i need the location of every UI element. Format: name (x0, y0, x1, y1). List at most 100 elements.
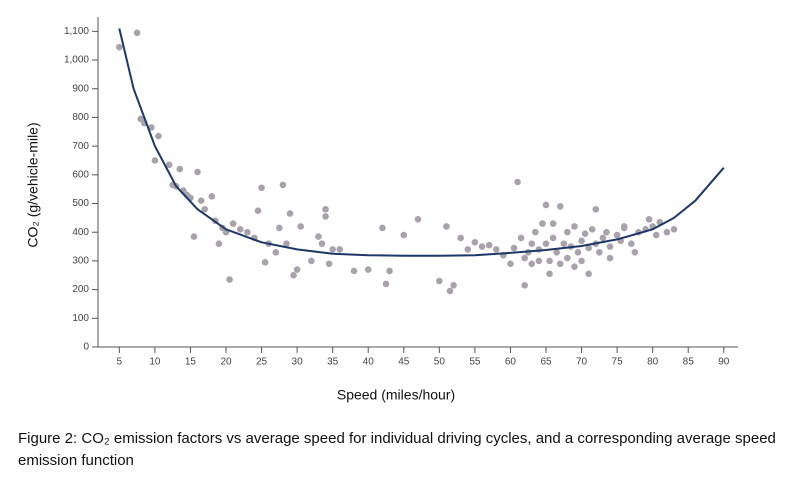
data-point (546, 270, 553, 278)
data-point (578, 237, 585, 245)
data-point (549, 220, 557, 227)
data-point (492, 246, 500, 253)
data-point (606, 243, 614, 250)
data-point (208, 193, 216, 200)
data-point (318, 240, 326, 247)
x-tick-label: 15 (185, 357, 197, 368)
data-point (322, 205, 329, 213)
data-point (553, 249, 560, 256)
data-point (613, 231, 621, 239)
data-point (201, 205, 208, 213)
data-point (457, 234, 464, 242)
data-point (592, 205, 600, 213)
data-point (606, 254, 614, 262)
chart: Speed (miles/hour) CO₂ (g/vehicle-mile) … (25, 17, 738, 403)
x-tick-label: 75 (612, 357, 624, 368)
x-tick-label: 20 (220, 357, 232, 368)
data-point (350, 267, 358, 275)
data-point (549, 234, 557, 242)
data-point (556, 260, 564, 268)
data-point (546, 257, 553, 265)
data-point (564, 254, 571, 262)
data-point (325, 260, 333, 268)
data-point (386, 267, 393, 275)
x-tick-label: 50 (434, 357, 446, 368)
y-tick-label: 200 (72, 284, 89, 295)
data-point (194, 168, 201, 176)
data-point (297, 223, 304, 230)
data-point (663, 228, 671, 236)
data-point (176, 165, 184, 173)
data-point (603, 228, 610, 236)
y-tick-label: 800 (72, 112, 89, 123)
data-point (645, 216, 653, 223)
data-point (414, 216, 422, 223)
data-point (258, 184, 265, 192)
y-tick-label: 900 (72, 83, 89, 94)
data-point (116, 43, 123, 51)
data-point (254, 207, 262, 214)
data-point (308, 257, 315, 265)
data-point (628, 240, 635, 247)
y-axis-title: CO₂ (g/vehicle-mile) (25, 122, 41, 247)
data-point (581, 230, 589, 237)
data-point (293, 266, 301, 273)
data-point (535, 257, 543, 265)
data-point (588, 226, 596, 233)
x-tick-label: 45 (398, 357, 410, 368)
data-point (336, 246, 344, 253)
x-axis-title: Speed (miles/hour) (337, 387, 455, 403)
data-point (133, 29, 141, 37)
data-point (148, 124, 155, 131)
data-point (521, 254, 528, 262)
data-point (528, 240, 536, 247)
data-point (379, 224, 386, 232)
data-point (236, 226, 244, 233)
fit-curve (118, 28, 725, 257)
y-tick-label: 1,100 (64, 26, 89, 37)
data-point (578, 257, 585, 265)
data-point (652, 231, 660, 239)
data-point (539, 220, 546, 227)
data-point (521, 282, 528, 289)
y-tick-label: 1,000 (64, 55, 89, 66)
x-tick-label: 25 (256, 357, 268, 368)
data-point (272, 249, 280, 256)
data-point (556, 203, 564, 210)
data-point (190, 233, 198, 240)
data-point (322, 213, 329, 220)
data-point (151, 157, 159, 164)
data-point (574, 249, 582, 256)
x-tick-label: 30 (292, 357, 304, 368)
y-tick-label: 0 (83, 342, 89, 353)
data-point (165, 161, 173, 169)
data-point (571, 263, 578, 270)
data-point (283, 240, 290, 247)
x-tick-label: 80 (647, 357, 659, 368)
data-point (197, 197, 205, 204)
y-tick-label: 300 (72, 256, 89, 267)
data-point (364, 266, 372, 273)
data-point (670, 226, 678, 233)
data-point (542, 240, 550, 247)
data-point (446, 287, 454, 295)
data-point (478, 243, 486, 250)
data-point (436, 277, 443, 285)
data-point (542, 201, 550, 209)
data-point (229, 220, 237, 227)
data-point (471, 238, 479, 246)
data-point (276, 224, 283, 232)
data-point (464, 246, 472, 253)
x-tick-label: 85 (683, 357, 695, 368)
x-tick-label: 35 (327, 357, 339, 368)
data-point (215, 240, 223, 247)
data-point (631, 249, 639, 256)
x-tick-label: 55 (469, 357, 481, 368)
data-point (560, 240, 568, 247)
y-tick-label: 600 (72, 169, 89, 180)
data-point (485, 241, 493, 249)
data-point (244, 228, 251, 236)
x-tick-label: 90 (718, 357, 730, 368)
data-point (279, 181, 287, 189)
